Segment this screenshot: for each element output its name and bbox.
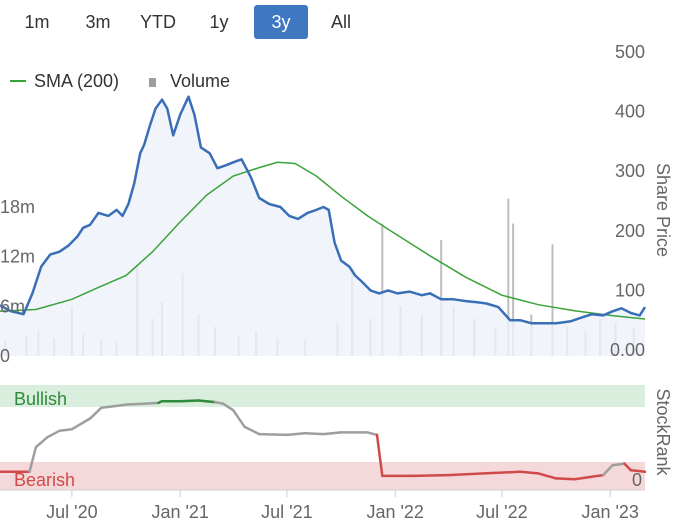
stockrank-segment <box>629 468 647 474</box>
sma-path <box>0 161 646 320</box>
stockrank-panel: Bullish Bearish 0 StockRank <box>0 385 673 490</box>
stockrank-segment <box>197 399 217 404</box>
stockrank-segment <box>257 432 289 437</box>
price-tick-label: 0.00 <box>610 340 645 360</box>
stockrank-segment <box>590 473 605 478</box>
price-area-fill <box>0 96 645 356</box>
x-tick-label: Jan '22 <box>366 502 423 521</box>
volume-legend-swatch[interactable] <box>149 78 156 87</box>
stockrank-segment <box>70 417 92 431</box>
range-button-all[interactable]: All <box>330 12 351 32</box>
stockrank-segment <box>601 463 614 477</box>
stockrank-segment <box>34 436 49 449</box>
volume-bar <box>507 198 510 356</box>
stockrank-segment <box>412 473 450 478</box>
volume-bar <box>381 223 384 356</box>
range-button-1m[interactable]: 1m <box>24 12 50 32</box>
stockrank-segment <box>537 472 558 480</box>
price-axis-title: Share Price <box>653 163 673 257</box>
sma-legend-label[interactable]: SMA (200) <box>34 71 119 91</box>
stockrank-segment <box>112 403 128 408</box>
range-button-ytd[interactable]: YTD <box>140 12 176 32</box>
volume-tick-label: 6m <box>0 296 25 316</box>
stockrank-segment <box>28 445 38 474</box>
bearish-band-label: Bearish <box>14 470 75 490</box>
stockrank-segment <box>178 399 200 403</box>
volume-tick-label: 0 <box>0 346 10 366</box>
volume-axis: 0 6m 12m 18m <box>0 197 35 366</box>
stockrank-line <box>0 399 647 481</box>
legend: SMA (200) Volume <box>10 71 230 91</box>
x-tick-label: Jul '22 <box>476 502 527 521</box>
range-button-3y[interactable]: 3y <box>254 5 308 39</box>
stockrank-segment <box>366 431 379 437</box>
volume-tick-label: 18m <box>0 197 35 217</box>
stockrank-segment <box>611 462 626 467</box>
volume-legend-label[interactable]: Volume <box>170 71 230 91</box>
stockrank-segment <box>322 431 343 436</box>
price-axis: 0.00 100 200 300 400 500 Share Price <box>610 42 673 360</box>
x-tick-label: Jul '20 <box>46 502 97 521</box>
stockrank-segment <box>88 406 103 420</box>
sma-line <box>0 161 646 320</box>
stockrank-segment <box>143 401 160 405</box>
price-tick-label: 300 <box>615 161 645 181</box>
stockrank-segment <box>285 432 307 437</box>
stockrank-segment <box>100 404 115 410</box>
stockrank-segment <box>58 427 74 433</box>
stockrank-tick-label: 0 <box>632 470 642 490</box>
stockrank-segment <box>243 425 261 436</box>
price-tick-label: 200 <box>615 221 645 241</box>
volume-bar <box>551 244 554 357</box>
range-selector: 1m 3m YTD 1y 3y All <box>0 3 400 39</box>
stockrank-segment <box>303 432 325 436</box>
stockrank-segment <box>518 470 540 475</box>
price-tick-label: 100 <box>615 280 645 300</box>
stockrank-segment <box>623 462 633 472</box>
bullish-band <box>0 385 645 407</box>
x-axis: Jul '20 Jan '21 Jul '21 Jan '22 Jul '22 Jan '… <box>0 489 645 521</box>
stockrank-segment <box>213 400 225 405</box>
stockrank-segment <box>45 429 61 439</box>
stockrank-segment <box>221 402 235 412</box>
stockrank-segment <box>554 477 576 481</box>
stockrank-segment <box>124 402 146 406</box>
price-tick-label: 400 <box>615 102 645 122</box>
volume-bar <box>512 223 515 356</box>
stockrank-segment <box>232 409 246 428</box>
x-tick-label: Jul '21 <box>261 502 312 521</box>
stockrank-segment <box>447 472 486 477</box>
stockrank-segment <box>573 475 594 481</box>
bullish-band-label: Bullish <box>14 389 67 409</box>
stockrank-segment <box>482 470 522 475</box>
price-area <box>0 96 645 356</box>
price-path <box>0 95 647 325</box>
range-button-3m[interactable]: 3m <box>85 12 111 32</box>
x-tick-label: Jan '21 <box>151 502 208 521</box>
x-tick-label: Jan '23 <box>581 502 638 521</box>
stockrank-axis-title: StockRank <box>653 388 673 476</box>
price-tick-label: 500 <box>615 42 645 62</box>
bearish-band <box>0 462 645 490</box>
stockrank-segment <box>375 433 384 478</box>
price-line <box>0 95 647 325</box>
range-button-1y[interactable]: 1y <box>209 12 229 32</box>
volume-tick-label: 12m <box>0 247 35 267</box>
